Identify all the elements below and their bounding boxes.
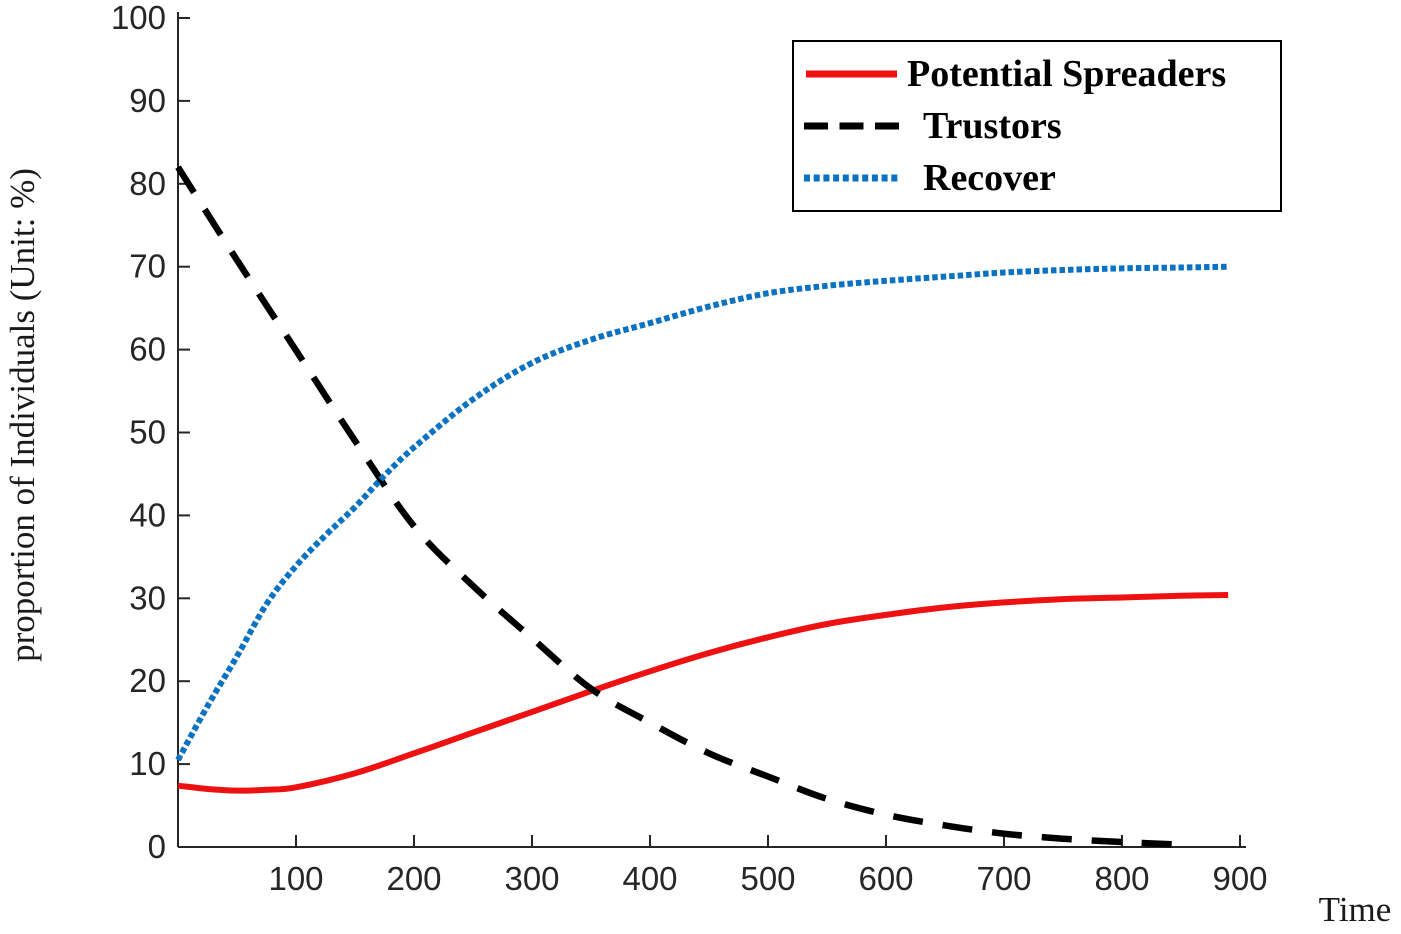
y-tick-label: 100 — [111, 0, 166, 36]
y-tick-label: 0 — [148, 828, 166, 865]
axis-ticks — [178, 17, 1241, 848]
legend-label: Potential Spreaders — [907, 53, 1227, 95]
x-tick-label: 700 — [976, 860, 1031, 897]
y-tick-label: 80 — [129, 165, 166, 202]
y-tick-label: 60 — [129, 331, 166, 368]
legend: Potential Spreaders Trustors Recover — [792, 40, 1282, 212]
x-tick-label: 400 — [622, 860, 677, 897]
series-path-potential-spreaders — [177, 592, 1229, 794]
x-tick-label: 200 — [386, 860, 441, 897]
legend-item-potential-spreaders: Potential Spreaders — [804, 48, 1280, 100]
series-path-trustors — [175, 165, 1188, 849]
legend-sample-dotted-line — [804, 174, 899, 182]
axes — [177, 12, 1246, 848]
y-tick-label: 50 — [129, 414, 166, 451]
y-axis-title: proportion of Individuals (Unit: %) — [3, 168, 42, 662]
legend-sample-dashed-line — [804, 122, 899, 130]
legend-sample-solid-line — [806, 70, 897, 78]
y-tick-label: 20 — [129, 662, 166, 699]
legend-item-trustors: Trustors — [804, 100, 1280, 152]
series-lines — [175, 165, 1229, 849]
y-tick-label: 90 — [129, 82, 166, 119]
legend-label: Trustors — [923, 105, 1062, 147]
legend-label: Recover — [923, 157, 1056, 199]
series-path-recover — [175, 263, 1229, 762]
x-tick-label: 500 — [740, 860, 795, 897]
x-tick-label: 900 — [1212, 860, 1267, 897]
legend-item-recover: Recover — [804, 152, 1280, 204]
x-tick-label: 300 — [504, 860, 559, 897]
y-tick-label: 30 — [129, 579, 166, 616]
y-tick-label: 10 — [129, 745, 166, 782]
tick-labels: 0 10 20 30 40 50 60 70 80 90 100 100 200 300 400 500 600… — [111, 0, 1268, 897]
y-tick-label: 40 — [129, 496, 166, 533]
x-tick-label: 600 — [858, 860, 913, 897]
y-tick-label: 70 — [129, 248, 166, 285]
x-axis-title: Time — [1319, 890, 1392, 929]
x-tick-label: 100 — [268, 860, 323, 897]
x-tick-label: 800 — [1094, 860, 1149, 897]
